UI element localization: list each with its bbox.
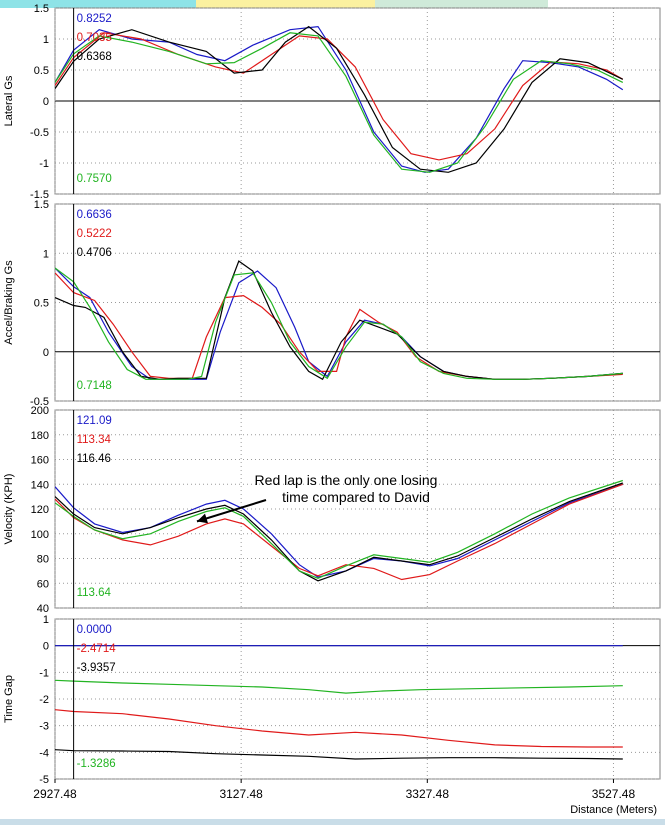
chart-panels: 1.5 1 0.5 0 -0.5 -1 -1.5 Lateral Gs 0.8252 0.7035… xyxy=(3,3,661,786)
x-tick-label: 3127.48 xyxy=(219,787,263,801)
y-tick-label: 0.5 xyxy=(34,65,49,77)
y-tick-label: 120 xyxy=(31,504,49,516)
readout-green: 113.64 xyxy=(77,587,112,599)
annotation-text-line2: time compared to David xyxy=(282,489,430,505)
panel-0: 1.5 1 0.5 0 -0.5 -1 -1.5 Lateral Gs 0.8252 0.7035… xyxy=(3,3,661,201)
x-tick-label: 3527.48 xyxy=(592,787,636,801)
x-tick-label: 2927.48 xyxy=(33,787,77,801)
annotation-text-line1: Red lap is the only one losing xyxy=(255,472,438,488)
y-tick-label: 1 xyxy=(43,248,49,260)
readout-black: 0.6368 xyxy=(77,51,112,63)
y-tick-label: 180 xyxy=(31,430,49,442)
panel-2: 200 180 160 140 120 100 80 60 40 Velocity (KPH) 12… xyxy=(3,405,661,615)
readout-blue: 0.8252 xyxy=(77,13,112,25)
readout-blue: 0.6636 xyxy=(77,209,112,221)
y-tick-label: -0.5 xyxy=(30,396,49,408)
series-line-red xyxy=(55,483,624,581)
y-tick-label: 0.5 xyxy=(34,298,49,310)
series-line-green xyxy=(55,32,624,173)
panel-frame xyxy=(54,203,661,402)
readout-black: 0.4706 xyxy=(77,247,112,259)
y-tick-label: 0 xyxy=(43,96,49,108)
y-tick-label: 60 xyxy=(37,578,49,590)
panel-frame xyxy=(54,409,661,609)
y-tick-label: 0 xyxy=(43,641,49,653)
y-axis-label: Accel/Braking Gs xyxy=(3,260,15,345)
series-line-black xyxy=(55,749,623,760)
top-tab-1[interactable] xyxy=(196,0,375,8)
y-tick-label: -1 xyxy=(39,667,49,679)
y-tick-label: -4 xyxy=(39,747,49,759)
top-tab-strip[interactable] xyxy=(0,0,548,8)
series-line-black xyxy=(55,25,624,173)
y-tick-label: 1 xyxy=(43,614,49,626)
y-axis-label: Time Gap xyxy=(3,675,15,723)
readout-red: -2.4714 xyxy=(77,643,117,655)
panel-frame xyxy=(54,618,661,780)
y-tick-label: 80 xyxy=(37,554,49,566)
top-tab-0[interactable] xyxy=(0,0,196,8)
y-tick-label: 1 xyxy=(43,34,49,46)
bottom-status-strip xyxy=(0,819,665,825)
readout-green: 0.7148 xyxy=(77,380,112,392)
series-line-blue xyxy=(55,483,623,578)
y-tick-label: -5 xyxy=(39,774,49,786)
y-tick-label: 200 xyxy=(31,405,49,417)
series-line-black xyxy=(55,260,623,381)
annotation-arrow-head xyxy=(197,513,208,524)
y-tick-label: -3 xyxy=(39,721,49,733)
top-tab-2[interactable] xyxy=(375,0,548,8)
y-tick-label: 1.5 xyxy=(34,199,49,211)
series-line-green xyxy=(55,267,623,380)
annotation-arrow-shaft xyxy=(196,499,267,523)
x-tick-label: 3327.48 xyxy=(406,787,450,801)
readout-green: 0.7570 xyxy=(77,173,112,185)
readout-red: 0.7035 xyxy=(77,32,112,44)
panel-1: 1.5 1 0.5 0 -0.5 Accel/Braking Gs 0.6636 0.5222… xyxy=(3,199,661,408)
y-tick-label: 160 xyxy=(31,455,49,467)
y-tick-label: 0 xyxy=(43,347,49,359)
y-axis-label: Lateral Gs xyxy=(3,75,15,126)
readout-black: 116.46 xyxy=(77,453,111,465)
series-line-green xyxy=(55,679,623,694)
y-tick-label: 40 xyxy=(37,603,49,615)
panel-3: 1 0 -1 -2 -3 -4 -5 Time Gap 0.0000 -2.4714 -3.9357… xyxy=(3,614,661,786)
y-tick-label: -0.5 xyxy=(30,127,49,139)
y-tick-label: -1 xyxy=(39,158,49,170)
x-axis: 2927.48 3127.48 3327.48 3527.48 Distance (Me… xyxy=(33,779,657,816)
y-tick-label: 140 xyxy=(31,479,49,491)
readout-red: 113.34 xyxy=(77,434,112,446)
series-line-red xyxy=(55,32,624,161)
series-line-red xyxy=(55,709,623,748)
y-tick-label: 100 xyxy=(31,529,49,541)
x-axis-label: Distance (Meters) xyxy=(570,804,657,816)
y-tick-label: -2 xyxy=(39,694,49,706)
readout-red: 0.5222 xyxy=(77,228,112,240)
annotation: Red lap is the only one losing time comp… xyxy=(196,472,438,524)
series-line-green xyxy=(55,479,623,579)
y-axis-label: Velocity (KPH) xyxy=(3,474,15,545)
readout-green: -1.3286 xyxy=(77,758,116,770)
readout-blue: 121.09 xyxy=(77,415,112,427)
y-tick-label: 1.5 xyxy=(34,3,49,15)
readout-blue: 0.0000 xyxy=(77,624,112,636)
y-tick-label: -1.5 xyxy=(30,189,49,201)
series-line-blue xyxy=(55,25,624,173)
readout-black: -3.9357 xyxy=(77,662,116,674)
